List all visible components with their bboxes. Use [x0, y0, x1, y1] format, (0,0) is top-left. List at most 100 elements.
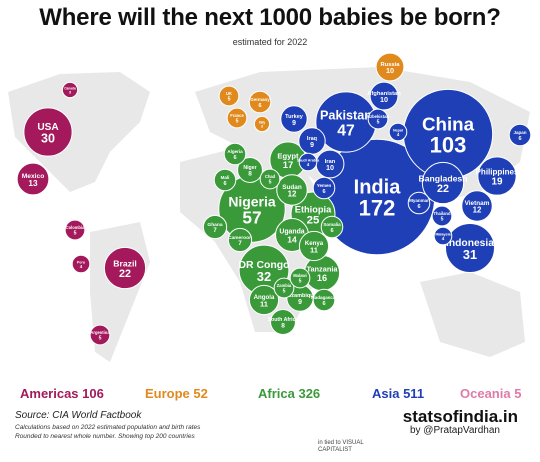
bubble-label-ethiopia: Ethiopia — [295, 204, 332, 214]
bubble-circle-chad — [259, 168, 281, 190]
bubble-label-mexico: Mexico — [22, 173, 45, 180]
bubble-label-nepal: Nepal — [393, 128, 403, 132]
bubble-value-kenya: 11 — [310, 245, 318, 254]
bubble-value-turkey: 9 — [292, 120, 296, 127]
bubble-circle-france — [226, 107, 248, 129]
bubble-value-indonesia: 31 — [463, 247, 477, 262]
bubble-label-south-africa: South Africa — [268, 317, 299, 323]
bubble-label-turkey: Turkey — [285, 114, 304, 120]
bubble-value-canada: 3 — [69, 89, 72, 94]
bubble-label-saudi-arabia: Saudi Arabia — [297, 158, 320, 162]
bubble-label-nigeria: Nigeria — [228, 193, 275, 209]
brand-name: statsofindia.in — [402, 407, 518, 426]
bubble-value-madagascar: 6 — [322, 301, 325, 307]
bubble-value-malaysia: 4 — [442, 236, 445, 241]
bubble-circle-zambia — [273, 277, 295, 299]
bubble-circle-yemen — [312, 176, 336, 200]
bubble-label-zambia: Zambia — [277, 283, 292, 288]
bubble-circle-nepal — [388, 122, 408, 142]
bubble-circle-malaysia — [433, 226, 453, 246]
bubble-value-germany: 6 — [258, 103, 261, 109]
bubble-value-afghanistan: 10 — [380, 95, 388, 104]
visual-capitalist-logo: in tied to VISUAL CAPITALIST — [318, 440, 364, 453]
bubble-value-saudi-arabia: 4 — [307, 162, 310, 167]
bubble-value-mozambique: 9 — [298, 299, 302, 306]
bubble-circle-thailand — [431, 205, 453, 227]
bubble-label-cameroon: Cameroon — [228, 235, 252, 241]
bubble-value-sudan: 12 — [288, 190, 297, 199]
bubble-value-italy: 3 — [261, 123, 264, 128]
bubble-label-peru: Peru — [77, 260, 86, 264]
bubble-label-dr-congo: DR Congo — [238, 260, 289, 271]
bubble-value-china: 103 — [430, 133, 467, 158]
bubble-value-uk: 5 — [228, 96, 231, 102]
bubble-value-myanmar: 6 — [417, 204, 420, 210]
bubble-label-germany: Germany — [250, 97, 270, 102]
bubble-value-vietnam: 12 — [473, 206, 482, 215]
legend-oceania: Oceania 5 — [460, 386, 522, 401]
bubble-circle-brazil — [103, 246, 147, 290]
note-calculations: Calculations based on 2022 estimated pop… — [15, 424, 201, 431]
source-text: Source: CIA World Factbook — [15, 410, 142, 421]
bubble-value-somalia: 6 — [330, 228, 333, 234]
bubble-circle-angola — [248, 284, 280, 316]
bubble-circle-mali — [213, 168, 237, 192]
bubble-value-niger: 8 — [248, 171, 252, 178]
bubble-label-uk: UK — [226, 91, 232, 96]
bubble-value-argentina: 5 — [99, 335, 102, 341]
bubble-circle-argentina — [89, 324, 111, 346]
bubble-value-zambia: 5 — [283, 288, 286, 294]
bubble-circle-vietnam — [461, 190, 493, 222]
bubble-label-colombia: Colombia — [66, 225, 85, 230]
bubble-value-egypt: 17 — [283, 159, 293, 170]
bubble-label-bangladesh: Bangladesh — [418, 173, 467, 183]
bubble-value-yemen: 6 — [322, 189, 325, 195]
bubble-label-egypt: Egypt — [277, 152, 299, 161]
bubble-label-uzbekistan: Uzbekistan — [367, 114, 389, 119]
bubble-value-iraq: 9 — [310, 142, 314, 149]
bubble-value-nepal: 4 — [397, 132, 400, 137]
bubble-circle-saudi-arabia — [298, 152, 318, 172]
bubble-label-sudan: Sudan — [282, 184, 302, 191]
bubble-circle-bangladesh — [421, 161, 465, 205]
bubble-value-brazil: 22 — [119, 268, 131, 280]
legend-europe: Europe 52 — [145, 386, 208, 401]
bubble-label-kenya: Kenya — [305, 240, 324, 247]
bubble-value-iran: 10 — [326, 163, 334, 172]
bubble-circle-japan — [508, 123, 532, 147]
bubble-label-argentina: Argentina — [90, 330, 110, 335]
bubble-value-bangladesh: 22 — [437, 183, 449, 195]
bubble-label-canada: Canada — [64, 86, 76, 90]
bubble-circle-philippines — [477, 156, 517, 196]
bubble-circle-myanmar — [407, 191, 431, 215]
bubble-circle-canada — [61, 81, 79, 99]
bubble-label-somalia: Somalia — [323, 222, 341, 227]
bubble-circle-russia — [375, 52, 405, 82]
bubble-value-ghana: 7 — [213, 228, 217, 234]
bubble-value-philippines: 19 — [491, 176, 503, 187]
bubble-label-indonesia: Indonesia — [446, 238, 494, 249]
bubble-label-yemen: Yemen — [317, 183, 332, 188]
bubble-value-mali: 6 — [223, 181, 226, 187]
bubble-value-ethiopia: 25 — [307, 215, 320, 227]
